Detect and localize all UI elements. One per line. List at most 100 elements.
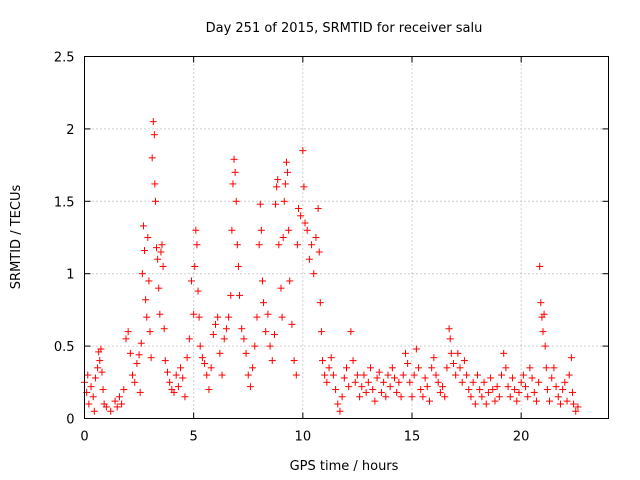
data-point	[439, 383, 447, 391]
data-point	[445, 325, 453, 333]
data-point	[148, 154, 156, 162]
data-point	[257, 226, 265, 234]
data-point	[97, 345, 105, 353]
data-point	[179, 374, 187, 382]
data-point	[423, 383, 431, 391]
data-point	[294, 205, 302, 213]
data-point	[540, 310, 548, 318]
data-point	[449, 359, 457, 367]
data-point	[430, 354, 438, 362]
data-point	[356, 393, 364, 401]
data-point	[572, 407, 580, 415]
data-point	[170, 388, 178, 396]
data-point	[225, 313, 233, 321]
data-point	[474, 371, 481, 379]
x-tick-label: 0	[80, 430, 88, 445]
data-point	[332, 386, 340, 394]
data-point	[174, 383, 182, 391]
data-point	[561, 378, 569, 386]
data-point	[214, 313, 222, 321]
data-point	[234, 262, 242, 270]
y-tick-label: 2	[66, 123, 74, 138]
data-point	[530, 388, 538, 396]
data-point	[144, 234, 152, 241]
data-point	[434, 378, 442, 386]
x-tick-label: 20	[513, 430, 530, 445]
data-point	[292, 371, 300, 379]
data-point	[517, 378, 525, 386]
data-point	[495, 393, 503, 401]
data-point	[84, 371, 92, 379]
data-point	[190, 310, 198, 318]
data-point	[568, 388, 576, 396]
data-point	[399, 371, 407, 379]
data-point	[293, 241, 301, 249]
data-point	[318, 357, 326, 365]
data-point	[489, 386, 497, 394]
data-point	[406, 378, 414, 386]
data-point	[185, 335, 193, 343]
data-point	[85, 400, 93, 408]
data-point	[325, 364, 333, 372]
data-point	[415, 364, 423, 372]
data-point	[312, 234, 320, 241]
data-point	[519, 371, 527, 379]
data-point	[408, 393, 416, 401]
y-tick-label: 0	[66, 413, 74, 428]
data-point	[537, 299, 545, 307]
data-point	[258, 277, 266, 285]
data-point	[441, 393, 449, 401]
x-axis-label: GPS time / hours	[290, 459, 399, 474]
data-point	[272, 200, 280, 208]
data-point	[122, 335, 130, 343]
data-point	[467, 393, 475, 401]
data-point	[469, 378, 477, 386]
data-point	[327, 354, 335, 362]
data-point	[129, 371, 137, 379]
data-point	[329, 371, 337, 379]
data-point	[471, 400, 479, 408]
data-point	[203, 371, 211, 379]
data-point	[504, 383, 512, 391]
data-point	[380, 378, 388, 386]
grid-lines	[84, 56, 609, 419]
data-point	[149, 118, 157, 126]
data-point	[417, 386, 425, 394]
plot-frame	[84, 56, 609, 419]
data-point	[157, 248, 165, 256]
data-point	[146, 328, 154, 336]
data-point	[222, 325, 230, 333]
data-point	[552, 383, 560, 391]
data-point	[89, 393, 97, 401]
data-point	[216, 349, 224, 357]
data-point	[460, 357, 468, 365]
data-point	[253, 313, 261, 321]
data-point	[556, 400, 564, 408]
data-point	[535, 378, 543, 386]
data-point	[120, 386, 128, 394]
data-point	[425, 397, 433, 405]
data-point	[546, 397, 554, 405]
data-point	[565, 371, 573, 379]
data-point	[135, 351, 143, 359]
data-point	[317, 328, 325, 336]
data-point	[303, 226, 311, 234]
data-point	[351, 378, 359, 386]
data-point	[463, 371, 471, 379]
data-point	[205, 386, 213, 394]
data-point	[160, 325, 168, 333]
data-point	[443, 364, 451, 372]
data-point	[228, 226, 236, 234]
data-point	[410, 371, 418, 379]
data-point	[124, 328, 132, 336]
data-point	[193, 241, 201, 249]
data-point	[498, 371, 506, 379]
data-point	[194, 287, 202, 295]
data-point	[548, 374, 556, 382]
data-point	[275, 241, 283, 249]
data-point	[563, 397, 571, 405]
data-point	[502, 364, 510, 372]
data-point	[384, 371, 392, 379]
data-point	[452, 371, 460, 379]
data-point	[513, 397, 521, 405]
